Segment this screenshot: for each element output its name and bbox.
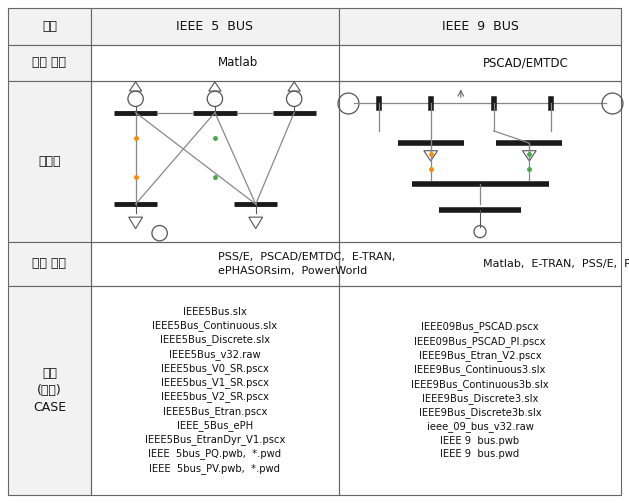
Bar bbox=[91, 242, 339, 286]
Bar bbox=[91, 286, 339, 495]
Bar bbox=[8, 81, 91, 242]
Bar bbox=[339, 8, 621, 45]
Bar bbox=[91, 8, 339, 45]
Bar bbox=[91, 8, 339, 45]
Bar bbox=[339, 81, 621, 242]
Bar bbox=[91, 81, 339, 242]
Bar bbox=[8, 286, 91, 495]
Bar bbox=[339, 242, 621, 286]
Text: IEEE5Bus.slx
IEEE5Bus_Continuous.slx
IEEE5Bus_Discrete.slx
IEEE5Bus_v32.raw
IEEE: IEEE5Bus.slx IEEE5Bus_Continuous.slx IEE… bbox=[145, 307, 285, 474]
Text: IEEE  5  BUS: IEEE 5 BUS bbox=[176, 20, 253, 33]
Bar bbox=[8, 242, 91, 286]
Bar bbox=[8, 8, 91, 45]
Bar bbox=[339, 8, 621, 45]
Bar bbox=[339, 45, 621, 81]
Bar bbox=[8, 81, 91, 242]
Text: 비교 모델: 비교 모델 bbox=[32, 257, 67, 270]
Bar bbox=[8, 45, 91, 81]
Text: 기준 모델: 기준 모델 bbox=[32, 56, 67, 69]
Text: PSS/E,  PSCAD/EMTDC,  E-TRAN,
ePHASORsim,  PowerWorld: PSS/E, PSCAD/EMTDC, E-TRAN, ePHASORsim, … bbox=[218, 252, 395, 276]
Bar bbox=[8, 45, 91, 81]
Bar bbox=[91, 45, 339, 81]
Text: IEEE09Bus_PSCAD.pscx
IEEE09Bus_PSCAD_PI.pscx
IEEE9Bus_Etran_V2.pscx
IEEE9Bus_Con: IEEE09Bus_PSCAD.pscx IEEE09Bus_PSCAD_PI.… bbox=[411, 321, 549, 459]
Bar bbox=[8, 242, 91, 286]
Text: 구분: 구분 bbox=[42, 20, 57, 33]
Text: 모델
(파일)
CASE: 모델 (파일) CASE bbox=[33, 367, 66, 414]
Text: Matlab: Matlab bbox=[218, 56, 258, 69]
Text: IEEE  9  BUS: IEEE 9 BUS bbox=[442, 20, 518, 33]
Text: Matlab,  E-TRAN,  PSS/E,  PowerWorld: Matlab, E-TRAN, PSS/E, PowerWorld bbox=[483, 259, 629, 269]
Bar bbox=[8, 8, 91, 45]
Bar bbox=[339, 286, 621, 495]
Bar bbox=[8, 286, 91, 495]
Text: PSCAD/EMTDC: PSCAD/EMTDC bbox=[483, 56, 569, 69]
Text: 계통도: 계통도 bbox=[38, 155, 60, 168]
